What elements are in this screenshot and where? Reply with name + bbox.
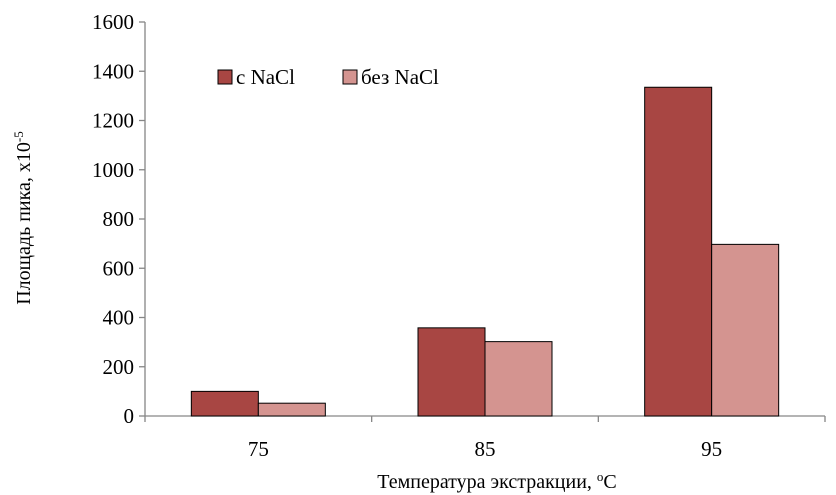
y-axis-title: Площадь пика, х10-5 xyxy=(11,131,36,305)
bar xyxy=(257,402,326,417)
bar xyxy=(644,86,713,417)
y-axis: 0 200 400 600 800 1000 1200 1400 1600 xyxy=(92,10,146,428)
y-tick-label: 1600 xyxy=(92,10,134,34)
legend: с NaCl без NaCl xyxy=(217,65,439,89)
bar xyxy=(190,390,259,417)
y-tick-label: 1000 xyxy=(92,158,134,182)
x-tick-label: 85 xyxy=(475,437,496,461)
bar xyxy=(711,243,780,417)
x-axis-title: Температура экстракции, oC xyxy=(377,469,617,494)
y-tick-label: 600 xyxy=(103,256,135,280)
y-tick-label: 0 xyxy=(124,404,135,428)
bar xyxy=(417,327,486,417)
y-tick-label: 400 xyxy=(103,306,135,330)
bar xyxy=(484,341,553,417)
bars xyxy=(190,86,780,417)
x-axis: 75 85 95 xyxy=(144,415,826,461)
y-tick-label: 1400 xyxy=(92,59,134,83)
y-tick-label: 800 xyxy=(103,207,135,231)
y-tick-label: 1200 xyxy=(92,109,134,133)
x-tick-label: 75 xyxy=(248,437,269,461)
legend-label: с NaCl xyxy=(236,65,295,89)
x-tick-label: 95 xyxy=(701,437,722,461)
legend-swatch xyxy=(342,69,358,85)
legend-swatch xyxy=(217,69,233,85)
y-tick-label: 200 xyxy=(103,355,135,379)
legend-label: без NaCl xyxy=(361,65,439,89)
